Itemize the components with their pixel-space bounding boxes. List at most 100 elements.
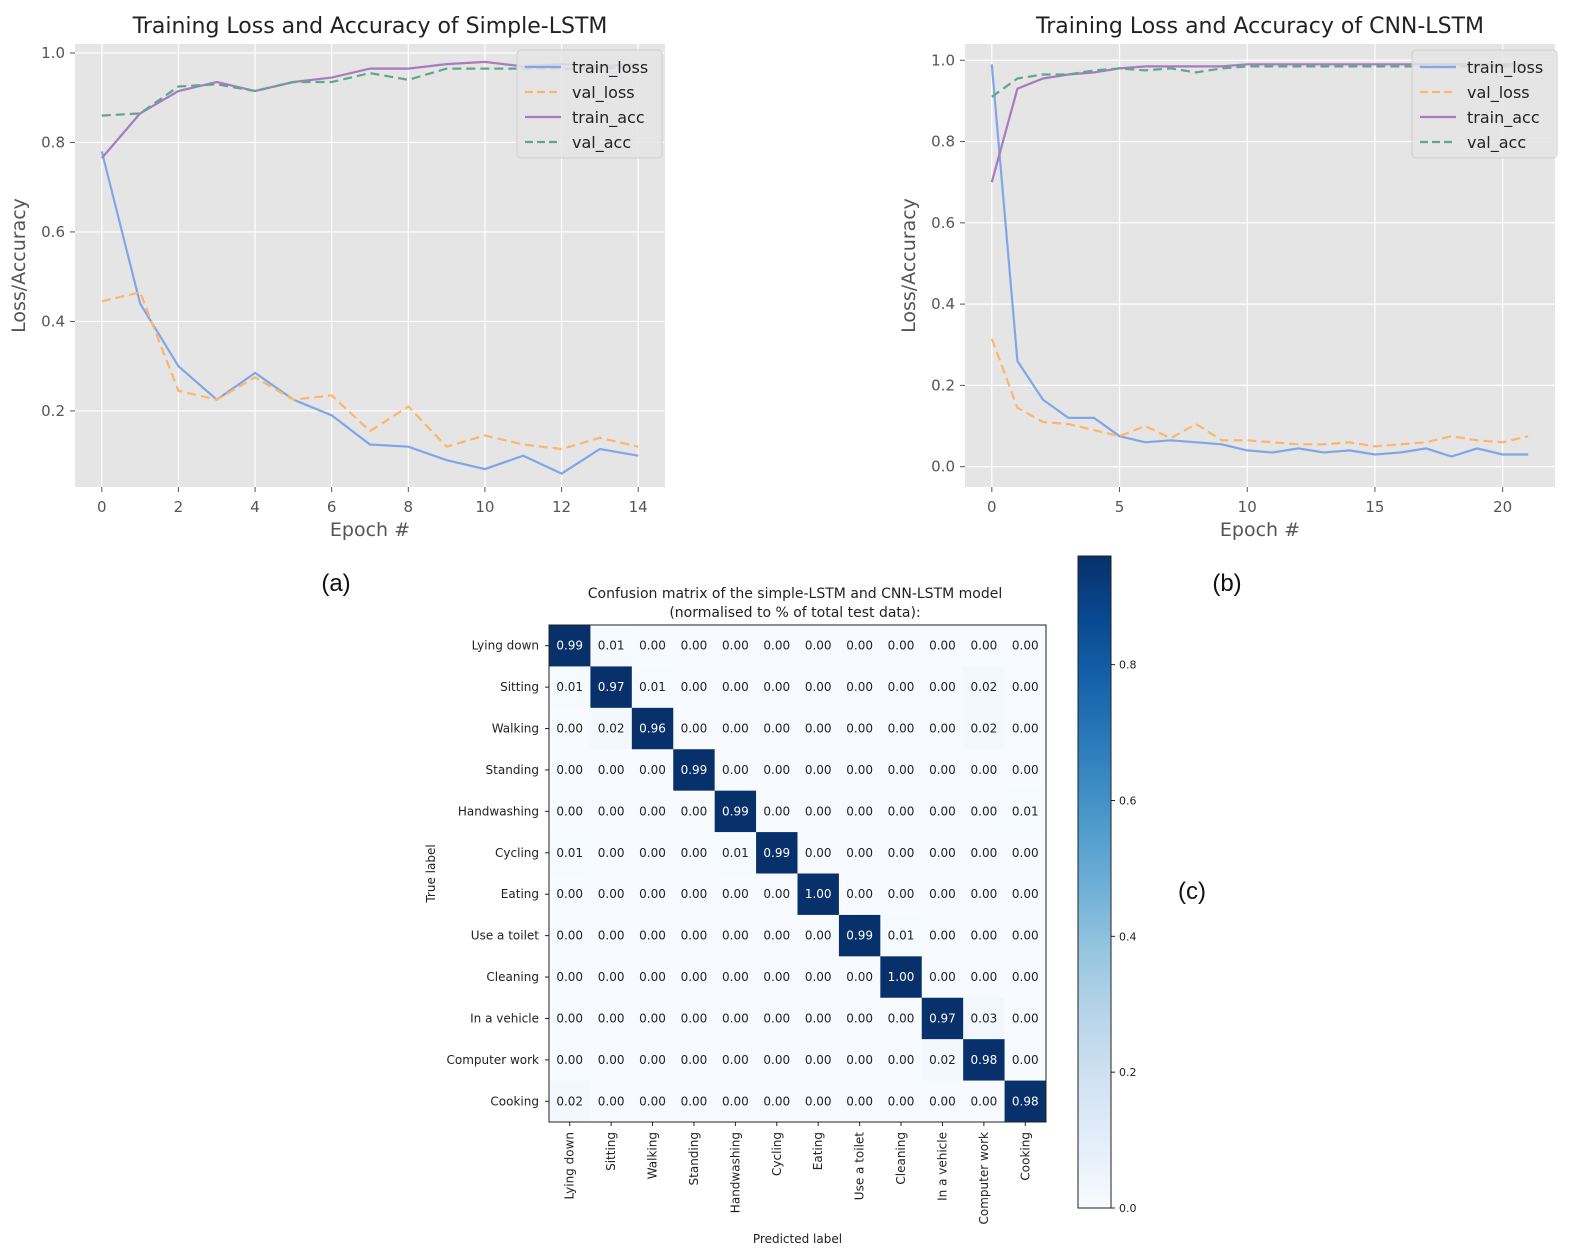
cm-cell-value: 0.00 (846, 804, 873, 818)
cm-cell (590, 1080, 633, 1123)
cm-cell (590, 914, 633, 957)
cm-cell (714, 956, 757, 999)
cm-cell-value: 0.00 (1012, 722, 1039, 736)
cm-cell-value: 0.00 (971, 1094, 998, 1108)
cm-cell-value: 0.00 (888, 763, 915, 777)
cm-cell-value: 0.00 (763, 763, 790, 777)
x-axis-label: Epoch # (330, 519, 410, 541)
cm-cell-value: 0.00 (722, 763, 749, 777)
cm-cell-value: 0.00 (971, 763, 998, 777)
cm-cell-value: 0.00 (763, 680, 790, 694)
cm-cell (880, 832, 923, 874)
cm-cell (1004, 997, 1047, 1040)
legend-label: train_acc (1467, 108, 1540, 128)
cm-cell (963, 832, 1005, 874)
cm-cell-value: 0.00 (929, 929, 956, 943)
cm-cell (838, 790, 881, 833)
cm-y-tick-label: Use a toilet (471, 929, 539, 943)
cm-cell-value: 0.00 (1012, 929, 1039, 943)
cm-x-tick-label: Cycling (770, 1132, 784, 1176)
cm-cell (590, 749, 633, 791)
cm-cell (756, 956, 798, 999)
cm-cell (797, 625, 840, 667)
y-tick-label: 0.8 (931, 133, 955, 151)
cm-cell (756, 790, 798, 833)
legend-label: train_loss (1467, 58, 1543, 78)
cm-y-tick-label: Lying down (472, 639, 539, 653)
cm-cell-value: 0.00 (1012, 970, 1039, 984)
cm-cell (714, 832, 757, 874)
cm-cell-value: 0.00 (681, 1094, 708, 1108)
cm-cell-value: 0.00 (805, 1053, 832, 1067)
cm-cell-value: 0.00 (846, 680, 873, 694)
legend-label: val_loss (572, 83, 635, 103)
y-tick-label: 0.6 (41, 223, 65, 241)
cm-cell-value: 0.00 (639, 763, 666, 777)
cm-cell (963, 1039, 1005, 1081)
cm-cell (549, 707, 591, 750)
cm-cell (590, 956, 633, 999)
cm-cell (714, 707, 757, 750)
colorbar-tick-label: 0.4 (1119, 930, 1137, 943)
y-tick-label: 1.0 (931, 51, 955, 69)
series-line-val-loss (990, 338, 1529, 448)
cm-cell-value: 0.00 (722, 887, 749, 901)
cm-cell-value: 0.00 (681, 804, 708, 818)
cm-cell-value: 0.00 (805, 722, 832, 736)
legend-box (516, 49, 663, 159)
cm-cell-value: 0.00 (846, 1053, 873, 1067)
cm-cell-value: 0.00 (763, 1094, 790, 1108)
cm-x-tick-label: Use a toilet (853, 1132, 867, 1200)
confusion-matrix: Confusion matrix of the simple-LSTM and … (424, 555, 1206, 1246)
cm-cell (963, 707, 1005, 750)
cm-cell (756, 1039, 798, 1081)
y-tick-label: 0.2 (41, 402, 65, 420)
cm-cell (714, 790, 757, 833)
cm-cell-value: 0.00 (846, 1011, 873, 1025)
cm-cell (797, 749, 840, 791)
cm-cell (921, 914, 964, 957)
cm-cell-value: 0.00 (846, 887, 873, 901)
cm-cell-value: 0.03 (971, 1011, 998, 1025)
cm-cell (838, 873, 881, 916)
x-tick-label: 15 (1365, 498, 1384, 516)
cm-cell-value: 0.00 (888, 680, 915, 694)
cm-cell (590, 707, 633, 750)
cm-cell (756, 749, 798, 791)
cm-cell (673, 1080, 715, 1123)
cm-cell-value: 0.00 (556, 887, 583, 901)
cm-cell (756, 707, 798, 750)
panel-label: (b) (1212, 570, 1241, 597)
cm-cell-value: 0.00 (805, 639, 832, 653)
cm-cell-value: 0.00 (1012, 846, 1039, 860)
cm-cell (631, 832, 674, 874)
cm-x-tick-label: Cleaning (894, 1132, 908, 1185)
cm-cell-value: 0.00 (846, 639, 873, 653)
cm-cell (549, 790, 591, 833)
cm-y-tick-label: Cooking (490, 1094, 539, 1108)
cm-cell (549, 832, 591, 874)
cm-cell (963, 1080, 1005, 1123)
cm-cell-value: 0.00 (681, 722, 708, 736)
cm-x-tick-label: Computer work (977, 1132, 991, 1225)
cm-cell (1004, 873, 1047, 916)
cm-x-tick-label: Standing (687, 1132, 701, 1185)
cm-cell (714, 749, 757, 791)
panel-label: (a) (321, 570, 350, 597)
cm-cell-value: 0.02 (971, 680, 998, 694)
cm-cell-value: 0.00 (805, 763, 832, 777)
cm-cell (921, 956, 964, 999)
cm-cell (880, 1080, 923, 1123)
cm-cell (549, 666, 591, 709)
chart-title: Training Loss and Accuracy of Simple-LST… (132, 14, 608, 39)
cm-cell (1004, 666, 1047, 709)
cm-cell (880, 1039, 923, 1081)
cm-cell-value: 0.00 (1012, 1053, 1039, 1067)
cm-cell (756, 666, 798, 709)
y-tick-label: 0.4 (41, 312, 65, 330)
cm-cell-value: 0.00 (846, 970, 873, 984)
cm-cell (797, 707, 840, 750)
cm-cell (838, 1080, 881, 1123)
cm-cell (631, 749, 674, 791)
